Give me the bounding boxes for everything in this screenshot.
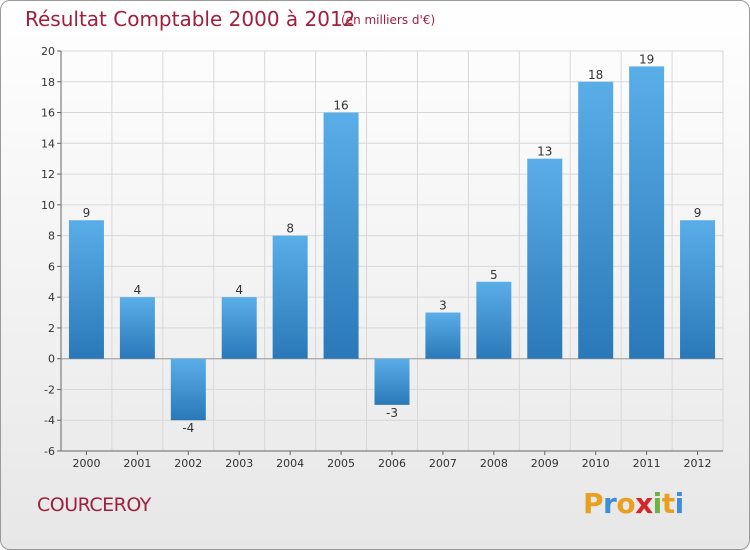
data-label: 16 [333,99,348,113]
bar [680,220,716,359]
y-tick-label: 6 [48,260,55,273]
bar [272,235,308,359]
x-tick-label: 2008 [480,457,508,470]
bar [119,297,155,359]
bar-layer [68,66,716,421]
bar [578,81,614,359]
logo-letter: i [674,487,685,520]
data-label: 4 [134,283,142,297]
logo-letter: x [635,487,653,520]
data-label: -3 [386,406,398,420]
x-tick-label: 2012 [684,457,712,470]
y-tick-label: 16 [41,107,55,120]
bar [68,220,104,359]
data-label: 9 [694,206,702,220]
data-label: 9 [83,206,91,220]
y-tick-label: -6 [44,445,55,458]
logo-letter: t [661,487,675,520]
bar [527,158,563,359]
data-label: 18 [588,68,603,82]
data-label: -4 [182,421,194,435]
logo-letter: r [603,487,617,520]
x-tick-label: 2010 [582,457,610,470]
y-tick-label: -4 [44,414,55,427]
y-tick-label: 0 [48,353,55,366]
bar [170,358,206,421]
x-tick-label: 2005 [327,457,355,470]
x-tick-label: 2007 [429,457,457,470]
label-layer: 9 4 -4 4 8 16 -3 3 5 13 18 19 9 [83,52,702,435]
proxiti-logo: Proxiti [583,487,684,520]
chart-title: Résultat Comptable 2000 à 2012 [25,7,356,31]
chart-unit-note: (en milliers d'€) [341,13,436,27]
logo-letter: o [616,487,636,520]
x-tick-label: 2006 [378,457,406,470]
y-tick-label: -2 [44,383,55,396]
y-tick-label: 8 [48,230,55,243]
data-label: 3 [439,299,447,313]
x-tick-label: 2009 [531,457,559,470]
y-tick-label: 18 [41,76,55,89]
x-tick-label: 2000 [72,457,100,470]
data-label: 13 [537,145,552,159]
data-label: 19 [639,52,654,66]
x-tick-label: 2011 [633,457,661,470]
logo-letter: i [652,487,663,520]
y-tick-label: 20 [41,45,55,58]
y-tick-label: 2 [48,322,55,335]
y-tick-label: 12 [41,168,55,181]
bar [374,358,410,405]
x-tick-label: 2001 [123,457,151,470]
bar [425,312,461,359]
y-tick-label: 4 [48,291,55,304]
bar [476,281,512,359]
bar [323,112,359,359]
y-tick-label: 14 [41,137,55,150]
data-label: 8 [286,222,294,236]
commune-name: COURCEROY [37,494,151,516]
x-tick-label: 2003 [225,457,253,470]
x-tick-label: 2004 [276,457,304,470]
data-label: 5 [490,268,498,282]
data-label: 4 [235,283,243,297]
y-tick-label: 10 [41,199,55,212]
bar [629,66,665,359]
x-tick-label: 2002 [174,457,202,470]
bar [221,297,257,359]
logo-letter: P [583,487,604,520]
